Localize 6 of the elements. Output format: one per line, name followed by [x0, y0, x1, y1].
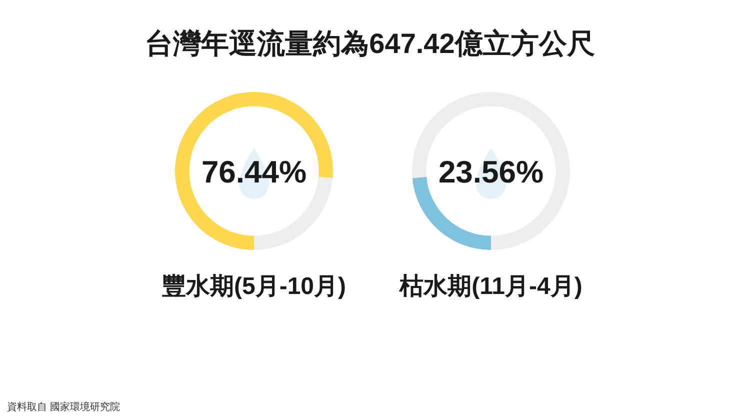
slice-label: 豐水期(5月-10月) [162, 273, 346, 300]
data-label: 23.56% [438, 154, 544, 190]
data-label: 76.44% [201, 154, 307, 190]
chart-title: 台灣年逕流量約為647.42億立方公尺 [144, 27, 596, 61]
slice-label: 枯水期(11月-4月) [400, 273, 582, 300]
text: 資料取自 國家環境研究院 [7, 401, 120, 414]
